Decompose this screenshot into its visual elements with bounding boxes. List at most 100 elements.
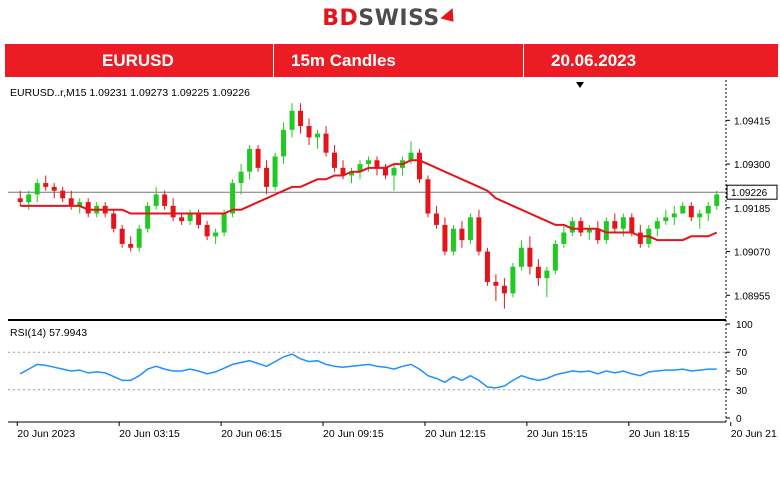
candle-down [264,167,270,187]
candle-down [578,221,584,233]
candle-down [204,224,210,237]
candle-down [51,186,57,191]
candle-down [442,224,448,252]
candle-down [433,213,439,225]
chart-area: 1.09415 1.09300 1.09185 1.09070 1.08955 1.092… [8,80,780,472]
candle-up [281,129,287,157]
current-price-label: 1.09226 [731,188,768,199]
candle-up [544,270,550,279]
candle-up [136,228,142,248]
candle-up [569,221,575,233]
candle-down [535,266,541,279]
candle-down [688,205,694,218]
time-tick-label: 20 Jun 06:15 [221,428,282,440]
brand-bd: BD [322,6,359,31]
price-tick-label: 1.09185 [734,204,771,215]
candle-up [230,183,236,214]
candle-down [459,228,465,241]
candle-down [484,251,490,282]
candle-up [467,217,473,241]
candle-up [213,232,219,237]
rsi-tick-label: 0 [736,414,742,425]
banner-divider [273,44,274,77]
brand-logo: BDSWISS [0,6,780,36]
candle-down [612,221,618,229]
candle-down [493,281,499,286]
brand-wordmark: BDSWISS [322,6,440,31]
candle-up [77,202,83,206]
candle-up [552,243,558,271]
chart-header: EURUSD..r,M15 1.09231 1.09273 1.09225 1.… [10,87,250,99]
moving-average-line [20,159,718,242]
candle-up [187,213,193,222]
candle-down [179,217,185,222]
candle-down [128,243,134,248]
candle-up [247,148,253,172]
candle-up [450,228,456,252]
candle-down [637,232,643,244]
candle-down [416,152,422,180]
current-price-box [726,184,778,200]
candle-up [391,167,397,176]
rsi-line [19,353,717,389]
candle-up [366,160,371,165]
candle-up [238,171,244,184]
candle-down [111,213,117,229]
brand-swiss: SWISS [358,6,440,31]
candle-down [527,247,533,267]
chart-banner: EURUSD 15m Candles 20.06.2023 [5,44,778,77]
time-tick-label: 20 Jun 12:15 [425,428,486,440]
time-tick-label: 20 Jun 2023 [17,428,75,440]
candle-up [357,164,363,172]
candle-down [162,194,168,206]
candle-down [255,148,261,168]
candle-down [595,228,601,241]
banner-divider [523,44,524,77]
candle-down [196,213,202,225]
candle-up [272,156,278,187]
candle-down [60,190,66,199]
candle-down [332,152,338,168]
candle-up [315,133,321,138]
candle-up [518,247,524,267]
candle-down [382,167,388,176]
banner-date: 20.06.2023 [551,51,637,70]
candle-down [476,217,482,252]
candle-up [705,205,711,214]
candle-down [298,110,304,127]
candle-down [306,126,312,138]
candle-down [119,228,125,244]
candle-up [697,213,703,218]
candle-up [289,110,295,130]
time-tick-label: 20 Jun 15:15 [527,428,588,440]
candle-up [34,183,40,195]
candle-up [408,152,414,161]
candle-up [680,205,686,214]
candle-up [349,171,355,176]
price-tick-label: 1.09300 [734,160,771,171]
price-chart: 1.09415 1.09300 1.09185 1.09070 1.08955 1.092… [8,80,780,440]
candle-up [153,194,159,206]
candle-up [671,213,677,218]
candle-up [654,221,660,229]
candle-up [714,194,720,206]
candle-up [561,232,567,244]
price-tick-label: 1.09415 [734,116,771,127]
rsi-tick-label: 50 [736,367,748,378]
candle-up [603,221,609,241]
candle-down [425,179,431,214]
price-tick-label: 1.09070 [734,248,771,259]
candle-down [43,183,49,187]
candle-down [340,167,346,176]
candle-down [501,285,507,294]
candle-up [221,213,227,233]
marker-triangle-icon [576,82,584,88]
candle-down [629,217,635,233]
banner-symbol: EURUSD [102,51,174,70]
time-tick-label: 20 Jun 09:15 [323,428,384,440]
brand-arrow-icon [440,8,460,27]
candle-down [85,202,91,214]
rsi-label: RSI(14) 57.9943 [10,327,87,339]
candle-down [323,133,329,153]
candle-up [26,194,32,203]
